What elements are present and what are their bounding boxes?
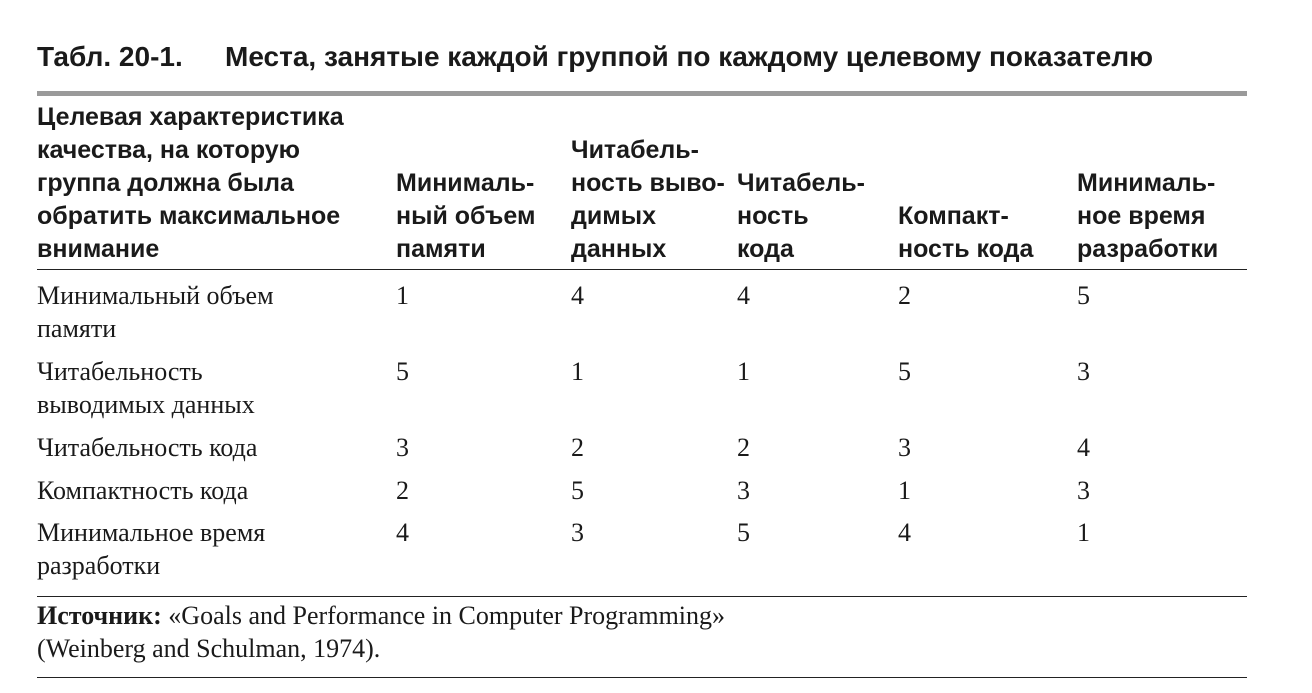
table-cell: 5 [396, 357, 409, 386]
table-cell: 3 [1077, 357, 1090, 386]
top-rule [37, 91, 1247, 96]
table-cell: 2 [737, 433, 750, 462]
row-label: Читабельность кода [37, 433, 258, 462]
table-cell: 3 [737, 476, 750, 505]
table-cell: 2 [571, 433, 584, 462]
source-text: «Goals and Performance in Computer Progr… [37, 601, 726, 663]
table-cell: 3 [898, 433, 911, 462]
header-min-memory: Минималь- ный объем памяти [396, 169, 536, 263]
table-cell: 3 [1077, 476, 1090, 505]
table-cell: 4 [898, 518, 911, 547]
table-cell: 4 [737, 281, 750, 310]
table-cell: 1 [737, 357, 750, 386]
table-cell: 5 [737, 518, 750, 547]
row-label: Компактность кода [37, 476, 249, 505]
header-output-readability: Читабель- ность выво- димых данных [571, 136, 725, 263]
table-cell: 3 [396, 433, 409, 462]
table-cell: 3 [571, 518, 584, 547]
source-label: Источник: [37, 601, 162, 630]
table-cell: 5 [571, 476, 584, 505]
table-cell: 2 [898, 281, 911, 310]
table-cell: 5 [1077, 281, 1090, 310]
table-number: Табл. 20-1. [37, 41, 183, 72]
table-cell: 4 [1077, 433, 1090, 462]
footer-rule [37, 596, 1247, 597]
row-label: Минимальное время разработки [37, 518, 266, 580]
table-cell: 1 [396, 281, 409, 310]
bottom-rule [37, 677, 1247, 678]
table-cell: 4 [571, 281, 584, 310]
header-goal: Целевая характеристика качества, на кото… [37, 103, 344, 263]
table-cell: 1 [898, 476, 911, 505]
table-cell: 2 [396, 476, 409, 505]
table-cell: 1 [1077, 518, 1090, 547]
table-caption: Табл. 20-1. Места, занятые каждой группой… [37, 40, 1247, 74]
table-cell: 1 [571, 357, 584, 386]
row-label: Минимальный объем памяти [37, 281, 274, 343]
table-cell: 5 [898, 357, 911, 386]
header-min-dev-time: Минималь- ное время разработки [1077, 169, 1219, 263]
row-label: Читабельность выводимых данных [37, 357, 255, 419]
header-code-readability: Читабель- ность кода [737, 169, 866, 263]
table-cell: 4 [396, 518, 409, 547]
header-code-compactness: Компакт- ность кода [898, 202, 1034, 263]
header-rule [37, 269, 1247, 270]
table-title: Места, занятые каждой группой по каждому… [225, 41, 1154, 72]
document-page: Табл. 20-1. Места, занятые каждой группой… [37, 0, 1247, 693]
source-note: Источник: «Goals and Performance in Comp… [37, 599, 1037, 665]
